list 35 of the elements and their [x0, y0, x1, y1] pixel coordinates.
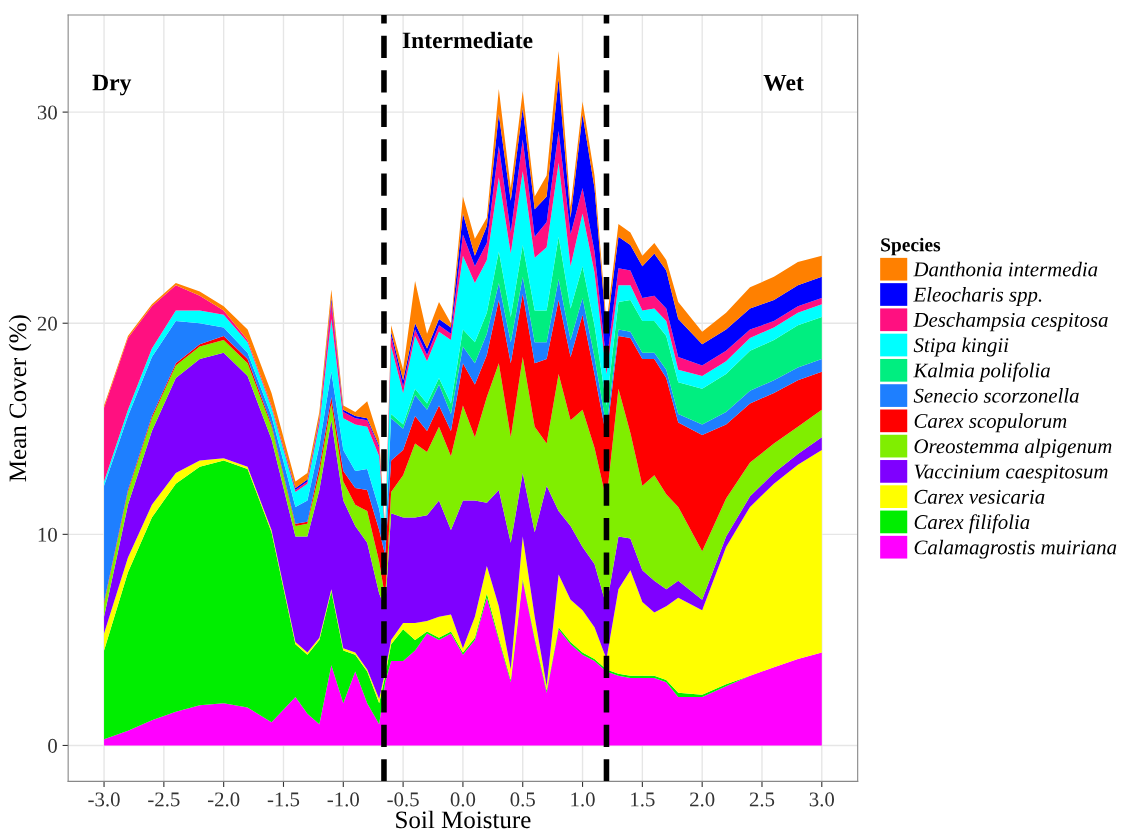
- x-tick-label: -0.5: [387, 792, 419, 807]
- x-tick-label: 0.5: [510, 792, 535, 807]
- legend-label: Carex scopulorum: [914, 413, 1067, 433]
- annotation: Intermediate: [402, 31, 533, 49]
- legend-label: Senecio scorzonella: [913, 388, 1079, 403]
- x-tick-label: 1.5: [631, 792, 655, 807]
- x-axis-title: Soil Moisture: [396, 810, 531, 829]
- y-axis-title: Mean Cover (%): [8, 315, 32, 482]
- legend-title: Species: [881, 237, 941, 256]
- legend-label: Eleocharis spp.: [913, 287, 1042, 306]
- x-tick-label: 3.0: [809, 792, 835, 807]
- x-tick-label: 2.5: [749, 792, 775, 807]
- legend-label: Deschampsia cespitosa: [913, 312, 1108, 332]
- legend-label: Kalmia polifolia: [913, 362, 1050, 382]
- y-tick-label: 30: [37, 105, 57, 120]
- x-tick-label: -2.0: [207, 792, 240, 807]
- x-tick-label: 0.0: [450, 792, 476, 807]
- annotation: Wet: [763, 74, 804, 91]
- legend-label: Vaccinium caespitosum: [914, 464, 1108, 483]
- annotation: Dry: [92, 74, 132, 96]
- x-tick-label: 1.0: [571, 792, 595, 807]
- y-tick-label: 0: [48, 738, 57, 753]
- legend-label: Oreostemma alpigenum: [914, 438, 1112, 458]
- x-tick-label: -3.0: [88, 792, 120, 807]
- x-tick-label: -2.5: [148, 792, 180, 807]
- x-tick-label: -1.5: [267, 792, 300, 807]
- legend-label: Stipa kingii: [913, 337, 1009, 357]
- y-tick-label: 20: [37, 316, 57, 331]
- x-tick-label: 2.0: [690, 792, 715, 807]
- legend-label: Carex filifolia: [914, 514, 1030, 534]
- legend-label: Calamagrostis muiriana: [914, 539, 1117, 559]
- x-tick-label: -1.0: [327, 792, 359, 807]
- legend-label: Danthonia intermedia: [913, 261, 1098, 277]
- y-tick-label: 10: [38, 527, 57, 542]
- legend-label: Carex vesicaria: [914, 489, 1045, 504]
